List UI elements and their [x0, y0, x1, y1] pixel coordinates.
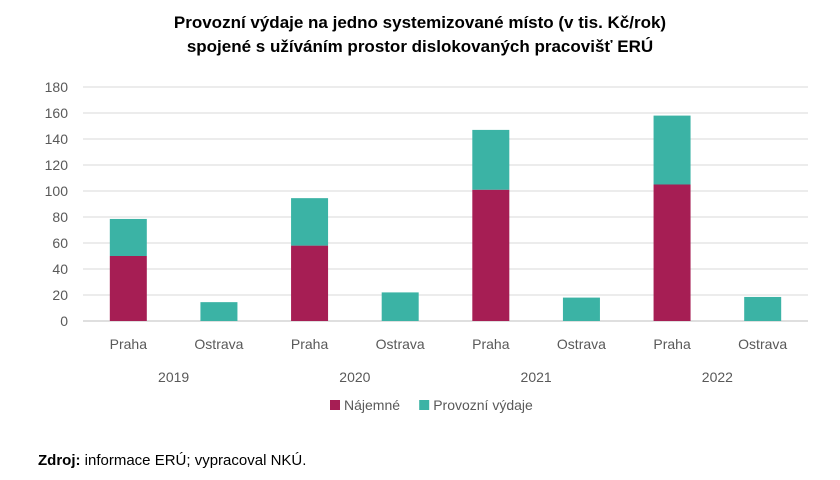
- y-tick-label: 40: [52, 261, 68, 277]
- y-tick-label: 160: [45, 105, 69, 121]
- bar-provozní-výdaje-2019-praha: [109, 218, 147, 256]
- source-text: informace ERÚ; vypracoval NKÚ.: [80, 452, 307, 469]
- y-tick-label: 60: [52, 235, 68, 251]
- y-tick-label: 0: [60, 313, 68, 329]
- y-tick-label: 180: [45, 79, 69, 95]
- x-category-label: Praha: [291, 336, 329, 352]
- x-group-label: 2020: [339, 369, 370, 385]
- x-category-label: Ostrava: [557, 336, 606, 352]
- y-tick-label: 100: [45, 183, 69, 199]
- bar-provozní-výdaje-2020-ostrava: [381, 292, 419, 321]
- x-category-label: Praha: [472, 336, 510, 352]
- legend-label: Provozní výdaje: [433, 397, 533, 413]
- legend-swatch: [330, 400, 340, 410]
- bar-provozní-výdaje-2021-ostrava: [562, 297, 600, 321]
- x-group-label: 2022: [702, 369, 733, 385]
- bar-provozní-výdaje-2021-praha: [472, 129, 510, 190]
- bar-nájemné-2020-praha: [291, 245, 329, 321]
- bar-provozní-výdaje-2022-praha: [653, 115, 691, 185]
- y-tick-label: 80: [52, 209, 68, 225]
- y-tick-label: 140: [45, 131, 69, 147]
- bar-provozní-výdaje-2020-praha: [291, 198, 329, 246]
- chart-title-line-2: spojené s užíváním prostor dislokovaných…: [187, 37, 653, 56]
- x-category-label: Praha: [653, 336, 691, 352]
- x-category-label: Ostrava: [194, 336, 243, 352]
- chart: Provozní výdaje na jedno systemizované m…: [45, 13, 808, 413]
- x-group-label: 2021: [521, 369, 552, 385]
- y-tick-label: 20: [52, 287, 68, 303]
- x-category-label: Praha: [110, 336, 148, 352]
- bar-provozní-výdaje-2019-ostrava: [200, 302, 238, 321]
- bar-nájemné-2019-praha: [109, 256, 147, 321]
- x-category-label: Ostrava: [738, 336, 787, 352]
- bar-nájemné-2022-praha: [653, 184, 691, 321]
- stacked-bar-chart: Provozní výdaje na jedno systemizované m…: [45, 13, 808, 413]
- source-label: Zdroj:: [38, 452, 81, 469]
- bar-nájemné-2021-praha: [472, 189, 510, 321]
- source-note: Zdroj: informace ERÚ; vypracoval NKÚ.: [38, 452, 306, 469]
- chart-title-line-1: Provozní výdaje na jedno systemizované m…: [174, 13, 666, 32]
- legend-swatch: [419, 400, 430, 410]
- bar-provozní-výdaje-2022-ostrava: [744, 296, 782, 321]
- x-group-label: 2019: [158, 369, 189, 385]
- x-category-label: Ostrava: [376, 336, 425, 352]
- y-tick-label: 120: [45, 157, 69, 173]
- legend-label: Nájemné: [344, 397, 400, 413]
